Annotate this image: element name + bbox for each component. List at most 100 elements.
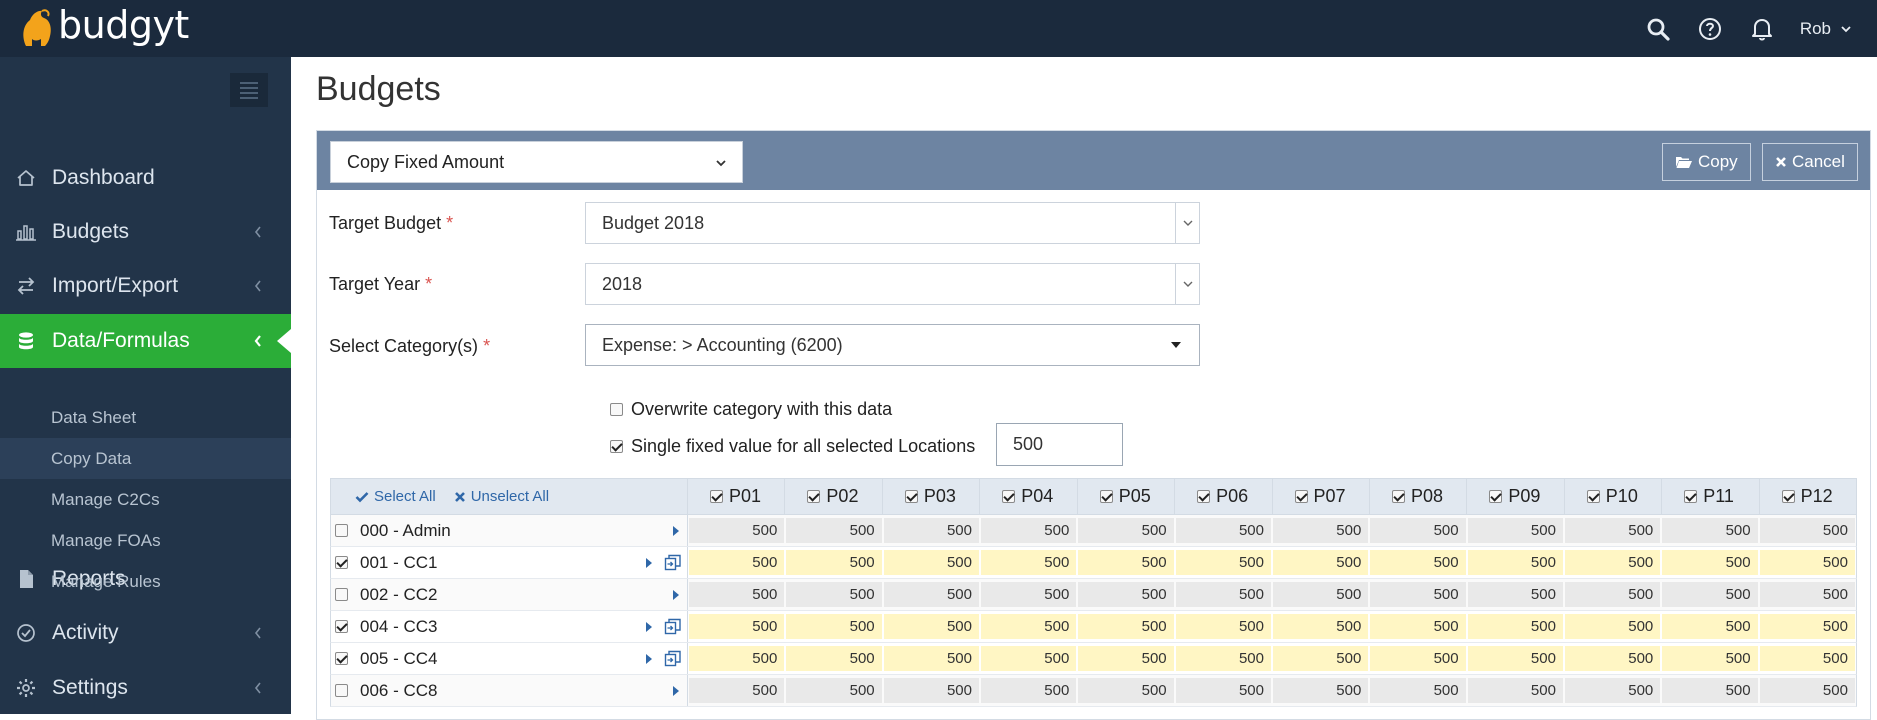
period-value-cell[interactable]: 500 [1759, 614, 1855, 639]
period-value-cell[interactable]: 500 [1175, 518, 1271, 543]
period-value-cell[interactable]: 500 [689, 646, 785, 671]
cancel-button[interactable]: Cancel [1762, 143, 1858, 181]
period-value-cell[interactable]: 500 [980, 646, 1077, 671]
overwrite-option[interactable]: Overwrite category with this data [610, 399, 892, 420]
period-value-cell[interactable]: 500 [1759, 582, 1855, 607]
period-checkbox[interactable] [1391, 490, 1405, 503]
period-checkbox[interactable] [710, 490, 723, 503]
row-checkbox[interactable] [335, 588, 348, 601]
sidebar-item-activity[interactable]: Activity [0, 606, 291, 660]
row-checkbox[interactable] [335, 652, 348, 665]
period-value-cell[interactable]: 500 [1370, 614, 1466, 639]
overwrite-checkbox[interactable] [610, 403, 623, 416]
sidebar-item-settings[interactable]: Settings [0, 661, 291, 715]
fixed-value-input[interactable]: 500 [996, 423, 1123, 466]
period-value-cell[interactable]: 500 [980, 614, 1077, 639]
period-value-cell[interactable]: 500 [1564, 582, 1661, 607]
period-value-cell[interactable]: 500 [1175, 582, 1271, 607]
notifications-button[interactable] [1736, 0, 1788, 57]
sidebar-item-dashboard[interactable]: Dashboard [0, 151, 291, 205]
period-value-cell[interactable]: 500 [1467, 614, 1563, 639]
sidebar-item-reports[interactable]: Reports [0, 552, 291, 606]
sidebar-subitem-manage-c2cs[interactable]: Manage C2Cs [51, 489, 160, 509]
period-value-cell[interactable]: 500 [786, 678, 882, 703]
period-value-cell[interactable]: 500 [1759, 646, 1855, 671]
period-value-cell[interactable]: 500 [1467, 678, 1563, 703]
target-year-select[interactable]: 2018 [585, 263, 1200, 305]
period-value-cell[interactable]: 500 [1662, 582, 1758, 607]
period-value-cell[interactable]: 500 [883, 550, 979, 575]
period-value-cell[interactable]: 500 [1078, 550, 1174, 575]
period-checkbox[interactable] [1294, 490, 1308, 503]
period-value-cell[interactable]: 500 [1564, 678, 1661, 703]
period-value-cell[interactable]: 500 [1078, 646, 1174, 671]
period-checkbox[interactable] [1781, 490, 1795, 503]
expand-arrow-icon[interactable] [646, 643, 652, 675]
period-value-cell[interactable]: 500 [1662, 518, 1758, 543]
period-value-cell[interactable]: 500 [1370, 582, 1466, 607]
period-value-cell[interactable]: 500 [883, 518, 979, 543]
period-value-cell[interactable]: 500 [1272, 614, 1369, 639]
period-checkbox[interactable] [904, 490, 918, 503]
period-value-cell[interactable]: 500 [980, 550, 1077, 575]
period-value-cell[interactable]: 500 [1175, 646, 1271, 671]
period-checkbox[interactable] [1586, 490, 1600, 503]
row-checkbox[interactable] [335, 556, 348, 569]
select-all-link[interactable]: Select All [355, 488, 436, 505]
period-value-cell[interactable]: 500 [1078, 518, 1174, 543]
period-value-cell[interactable]: 500 [1175, 614, 1271, 639]
category-select[interactable]: Expense: > Accounting (6200) [585, 324, 1200, 366]
period-value-cell[interactable]: 500 [883, 678, 979, 703]
period-checkbox[interactable] [807, 490, 821, 503]
period-value-cell[interactable]: 500 [1564, 646, 1661, 671]
period-value-cell[interactable]: 500 [1467, 550, 1563, 575]
copy-method-select[interactable]: Copy Fixed Amount [330, 141, 743, 183]
copy-row-icon[interactable] [664, 611, 682, 643]
period-value-cell[interactable]: 500 [883, 614, 979, 639]
period-value-cell[interactable]: 500 [1370, 678, 1466, 703]
period-value-cell[interactable]: 500 [1370, 550, 1466, 575]
period-value-cell[interactable]: 500 [786, 518, 882, 543]
period-value-cell[interactable]: 500 [689, 550, 785, 575]
row-checkbox[interactable] [335, 684, 348, 697]
period-value-cell[interactable]: 500 [1759, 550, 1855, 575]
period-value-cell[interactable]: 500 [1662, 678, 1758, 703]
sidebar-subitem-data-sheet[interactable]: Data Sheet [51, 407, 137, 427]
period-value-cell[interactable]: 500 [1175, 550, 1271, 575]
sidebar-item-data-formulas[interactable]: Data/Formulas [0, 314, 291, 368]
sidebar-subitem-manage-foas[interactable]: Manage FOAs [51, 530, 161, 550]
period-value-cell[interactable]: 500 [1078, 614, 1174, 639]
copy-row-icon[interactable] [664, 547, 682, 579]
expand-arrow-icon[interactable] [646, 547, 652, 579]
period-value-cell[interactable]: 500 [1564, 614, 1661, 639]
single-value-option[interactable]: Single fixed value for all selected Loca… [610, 436, 975, 457]
period-value-cell[interactable]: 500 [1272, 518, 1369, 543]
period-value-cell[interactable]: 500 [689, 582, 785, 607]
period-value-cell[interactable]: 500 [883, 582, 979, 607]
user-menu[interactable]: Rob [1788, 0, 1877, 57]
period-checkbox[interactable] [1684, 490, 1698, 503]
period-value-cell[interactable]: 500 [786, 646, 882, 671]
period-value-cell[interactable]: 500 [689, 678, 785, 703]
period-value-cell[interactable]: 500 [1272, 582, 1369, 607]
expand-arrow-icon[interactable] [673, 515, 679, 547]
period-checkbox[interactable] [1489, 490, 1503, 503]
sidebar-item-import-export[interactable]: Import/Export [0, 259, 291, 313]
period-value-cell[interactable]: 500 [980, 582, 1077, 607]
period-checkbox[interactable] [1197, 490, 1211, 503]
period-value-cell[interactable]: 500 [689, 518, 785, 543]
period-value-cell[interactable]: 500 [1662, 646, 1758, 671]
search-button[interactable] [1632, 0, 1684, 57]
period-value-cell[interactable]: 500 [1759, 518, 1855, 543]
copy-button[interactable]: Copy [1662, 143, 1751, 181]
period-value-cell[interactable]: 500 [1467, 582, 1563, 607]
sidebar-subitem-copy-data[interactable]: Copy Data [0, 438, 291, 479]
expand-arrow-icon[interactable] [673, 579, 679, 611]
period-value-cell[interactable]: 500 [980, 518, 1077, 543]
period-value-cell[interactable]: 500 [1370, 518, 1466, 543]
target-budget-select[interactable]: Budget 2018 [585, 202, 1200, 244]
period-value-cell[interactable]: 500 [1078, 678, 1174, 703]
period-value-cell[interactable]: 500 [1467, 646, 1563, 671]
single-value-checkbox[interactable] [610, 440, 623, 453]
unselect-all-link[interactable]: Unselect All [454, 488, 549, 505]
